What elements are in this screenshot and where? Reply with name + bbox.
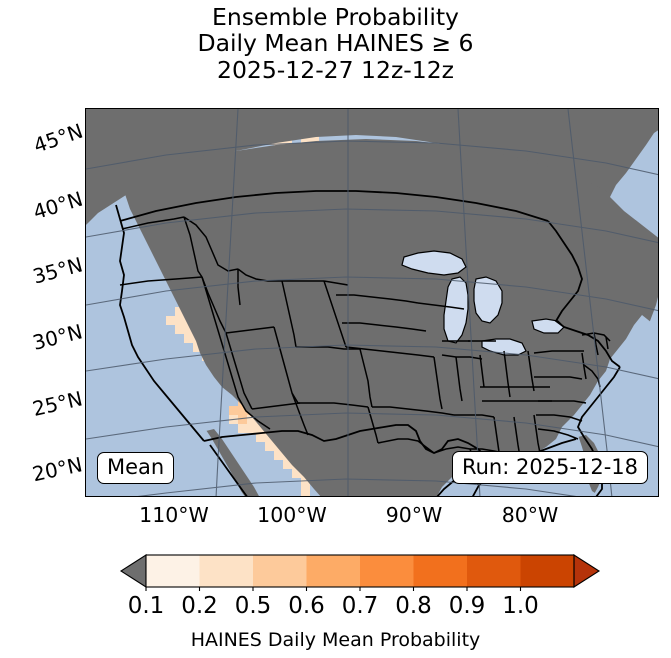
gridline-lat-25 [86, 412, 658, 448]
probability-cell [256, 424, 266, 434]
atlantic-ne [610, 130, 658, 238]
probability-cell [301, 487, 311, 496]
probability-cell [292, 469, 302, 479]
probability-cell [229, 406, 239, 416]
colorbar-over-arrow [573, 553, 601, 589]
probability-cell [166, 316, 176, 326]
latitude-label-20: 20°N [30, 452, 85, 487]
probability-cell [310, 136, 320, 146]
colorbar-tick-label: 0.8 [395, 593, 432, 619]
colorbar-tick-label: 0.1 [127, 593, 165, 619]
probability-cell [193, 343, 203, 353]
lake-huron [473, 276, 503, 324]
run-label-text: Run: 2025-12-18 [461, 454, 638, 479]
lake-ontario [531, 318, 565, 334]
longitude-label-110: 110°W [139, 503, 209, 527]
probability-cell [301, 478, 311, 488]
longitude-label-100: 100°W [257, 503, 327, 527]
probability-cell [238, 415, 248, 425]
longitude-label-90: 90°W [385, 503, 443, 527]
colorbar[interactable]: 0.1 0.2 0.5 0.6 0.7 0.8 0.9 1.0 HAINES Daily Me… [0, 551, 671, 658]
us-mexico-border [203, 424, 495, 464]
lake-erie [481, 338, 527, 356]
colorbar-axis-label: HAINES Daily Mean Probability [190, 629, 481, 651]
colorbar-tick-label: 0.9 [448, 593, 486, 619]
us-canada-border [119, 190, 549, 222]
colorbar-tick-label: 0.5 [234, 593, 272, 619]
colorbar-tick-label: 0.2 [181, 593, 218, 619]
conus-landmass [122, 139, 658, 496]
probability-cell [184, 334, 194, 344]
latitude-label-30: 30°N [30, 319, 85, 355]
colorbar-segment [253, 555, 307, 587]
colorbar-tick-label: 0.6 [288, 593, 325, 619]
probability-cell [184, 325, 194, 335]
colorbar-tick-label: 1.0 [502, 593, 539, 619]
map-clip [86, 109, 658, 496]
probability-cell [247, 424, 257, 434]
title-line-3: 2025-12-27 12z-12z [217, 55, 454, 84]
colorbar-segment [467, 555, 521, 587]
colorbar-segment [306, 555, 361, 587]
map-axes[interactable]: Mean Run: 2025-12-18 [85, 108, 659, 497]
title-line-2: Daily Mean HAINES ≥ 6 [197, 29, 474, 58]
member-label-text: Mean [107, 455, 165, 479]
title-line-1: Ensemble Probability [212, 3, 459, 31]
colorbar-under-arrow [119, 553, 147, 589]
colorbar-segment [199, 555, 254, 587]
gridline-lat-30 [86, 344, 658, 380]
gridline-lat-40 [86, 208, 658, 244]
longitude-label-80: 80°W [501, 503, 559, 527]
probability-cell [283, 460, 293, 470]
colorbar-segment [520, 555, 575, 587]
atlantic-ocean [593, 297, 658, 496]
gridline-lat-35 [86, 276, 658, 312]
probability-cell [265, 442, 275, 452]
great-lakes [401, 250, 565, 356]
run-label-box: Run: 2025-12-18 [451, 451, 648, 484]
colorbar-segment [146, 555, 200, 587]
colorbar-gradient[interactable] [0, 551, 671, 591]
state-boundaries [119, 216, 611, 486]
figure-title: Ensemble Probability Daily Mean HAINES ≥… [0, 4, 671, 83]
pacific-coastline [115, 204, 205, 442]
probability-cell [238, 424, 248, 434]
us-canada-border-east [547, 220, 621, 368]
mexico-coastline [209, 444, 248, 496]
map-geography [86, 109, 658, 496]
probability-cell [301, 136, 311, 146]
latitude-label-45: 45°N [30, 118, 86, 158]
colorbar-tick-label: 0.7 [341, 593, 379, 619]
latitude-label-35: 35°N [30, 252, 86, 289]
gridline-lat-20 [137, 478, 577, 496]
lake-superior [401, 250, 467, 276]
probability-cell [256, 433, 266, 443]
gridline-lat-45 [86, 140, 658, 176]
probability-cell [274, 451, 284, 461]
latitude-label-40: 40°N [30, 186, 86, 225]
canada-fill-main [86, 109, 658, 248]
probability-cell [247, 415, 257, 425]
colorbar-segment [413, 555, 468, 587]
latitude-label-25: 25°N [30, 386, 85, 422]
member-label-box: Mean [97, 452, 175, 484]
probability-cell [175, 325, 185, 335]
gridline-lon-110 [215, 109, 239, 496]
probability-cell [175, 307, 185, 317]
lake-michigan [443, 276, 469, 344]
probability-cell [175, 316, 185, 326]
colorbar-segment [360, 555, 414, 587]
probability-cell [238, 406, 248, 416]
graticule [86, 109, 658, 496]
